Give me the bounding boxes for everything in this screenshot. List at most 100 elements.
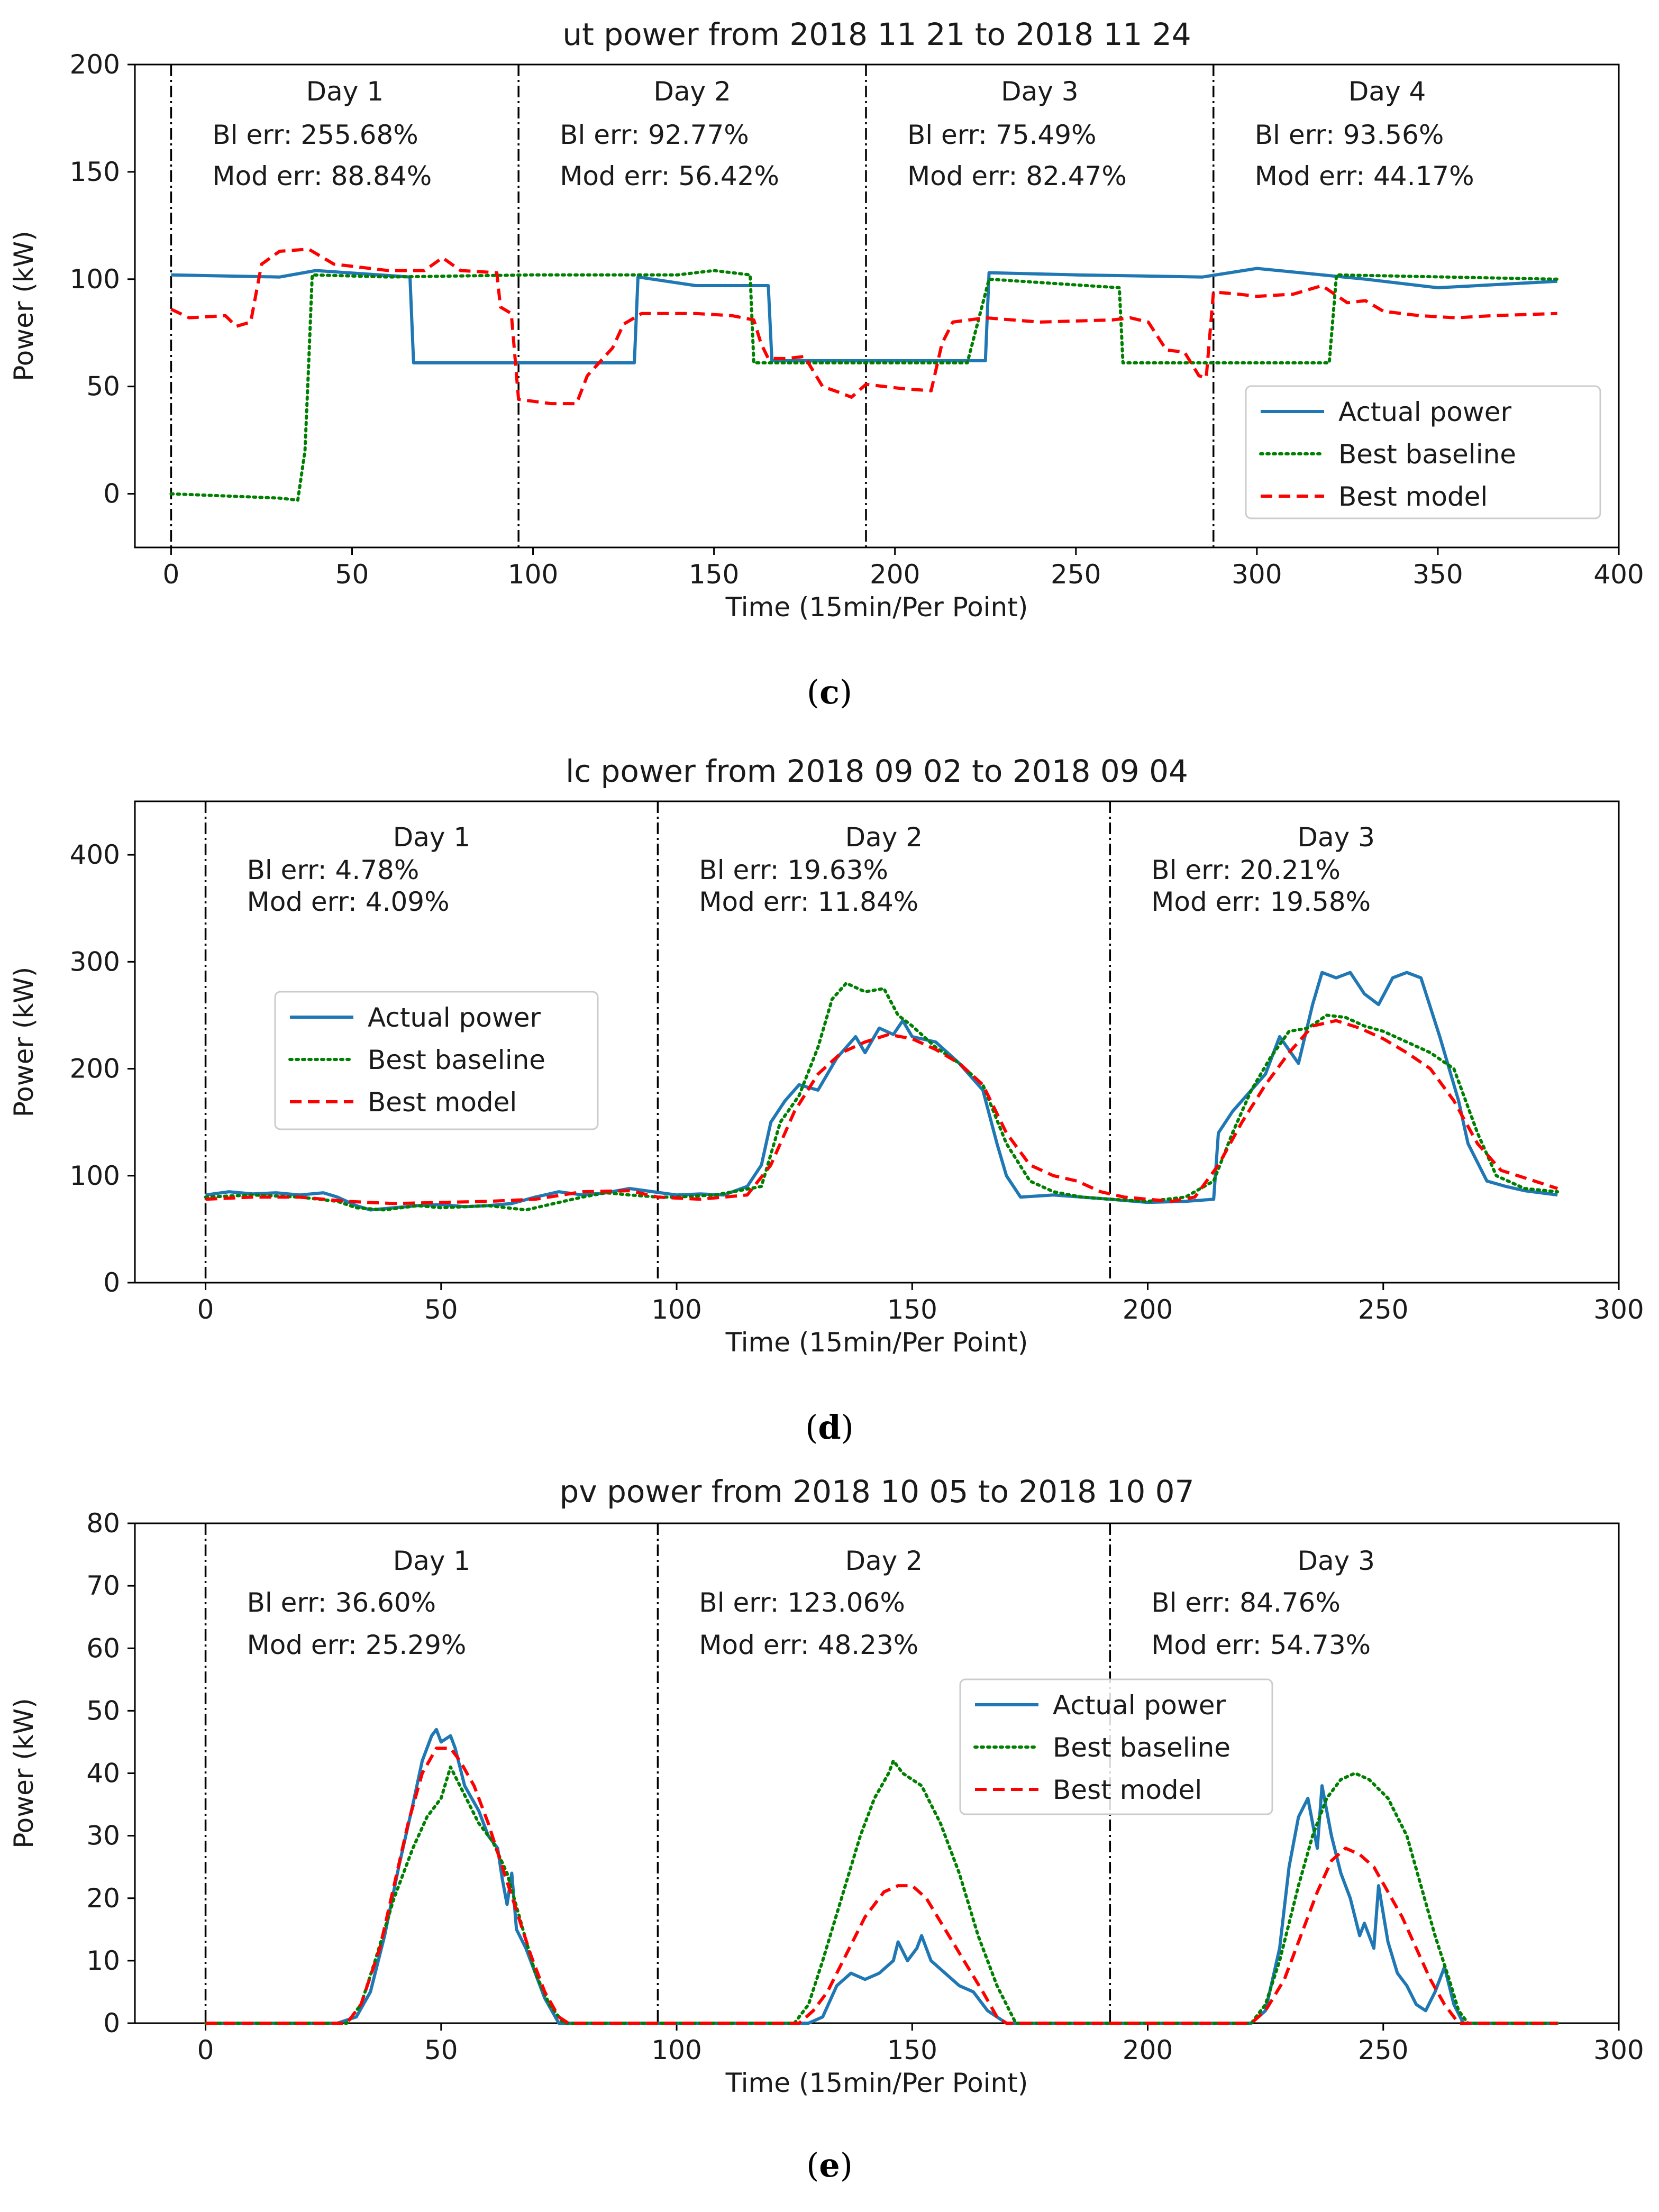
x-tick-label: 0	[163, 559, 180, 590]
y-tick-label: 60	[86, 1633, 120, 1663]
baseline-error-label: Bl err: 92.77%	[560, 120, 749, 150]
x-tick-label: 50	[424, 2035, 458, 2065]
legend-label: Best model	[1053, 1775, 1202, 1805]
y-axis-label: Power (kW)	[8, 1698, 39, 1848]
day-label: Day 3	[1297, 822, 1374, 853]
panel-label: (e)	[806, 2146, 853, 2184]
x-tick-label: 200	[870, 559, 920, 590]
x-tick-label: 150	[887, 1294, 937, 1325]
series-line-best-baseline	[204, 981, 1560, 1212]
day-label: Day 2	[845, 1546, 923, 1576]
day-label: Day 3	[1297, 1546, 1374, 1576]
plot-frame	[134, 63, 1620, 549]
series-line-actual-power	[171, 267, 1557, 364]
series-line-best-baseline	[204, 1759, 1560, 2025]
x-tick-label: 250	[1358, 2035, 1408, 2065]
y-tick-label: 0	[103, 2008, 120, 2039]
day-label: Day 3	[1001, 76, 1078, 107]
day-label: Day 2	[845, 822, 923, 853]
x-tick-label: 150	[887, 2035, 937, 2065]
x-tick-label: 400	[1593, 559, 1644, 590]
panel-label: (c)	[807, 673, 852, 711]
x-tick-label: 300	[1232, 559, 1282, 590]
x-axis-label: Time (15min/Per Point)	[725, 1327, 1028, 1358]
y-tick-label: 20	[86, 1883, 120, 1914]
x-tick-label: 50	[424, 1294, 458, 1325]
y-tick-label: 100	[70, 1160, 120, 1191]
model-error-label: Mod err: 19.58%	[1151, 886, 1371, 917]
x-tick-label: 300	[1593, 2035, 1644, 2065]
legend-box	[274, 991, 599, 1130]
day-label: Day 1	[306, 76, 384, 107]
baseline-error-label: Bl err: 20.21%	[1151, 855, 1341, 885]
y-tick-label: 70	[86, 1570, 120, 1601]
x-tick-label: 200	[1123, 1294, 1173, 1325]
model-error-label: Mod err: 4.09%	[247, 886, 450, 917]
series-line-best-model	[170, 248, 1557, 406]
series-line-best-baseline	[169, 269, 1559, 502]
y-tick-label: 50	[86, 371, 120, 402]
x-tick-label: 250	[1051, 559, 1101, 590]
baseline-error-label: Bl err: 93.56%	[1255, 120, 1444, 150]
panel-label: (d)	[805, 1408, 854, 1447]
chart-title: lc power from 2018 09 02 to 2018 09 04	[566, 753, 1188, 789]
baseline-error-label: Bl err: 36.60%	[247, 1587, 436, 1618]
chart-title: ut power from 2018 11 21 to 2018 11 24	[562, 16, 1191, 52]
y-axis-label: Power (kW)	[8, 967, 39, 1117]
legend-label: Best model	[368, 1087, 517, 1118]
series-line-best-model	[205, 1747, 1558, 2025]
x-tick-label: 0	[197, 1294, 214, 1325]
legend-label: Best baseline	[1053, 1732, 1230, 1763]
x-tick-label: 150	[689, 559, 739, 590]
y-tick-label: 150	[70, 157, 120, 187]
legend-box	[959, 1678, 1273, 1815]
x-tick-label: 250	[1358, 1294, 1408, 1325]
x-tick-label: 350	[1412, 559, 1463, 590]
baseline-error-label: Bl err: 123.06%	[699, 1587, 905, 1618]
x-axis-label: Time (15min/Per Point)	[725, 592, 1028, 623]
y-axis-label: Power (kW)	[8, 231, 39, 381]
y-tick-label: 200	[70, 49, 120, 80]
legend-label: Actual power	[368, 1002, 541, 1033]
x-tick-label: 300	[1593, 1294, 1644, 1325]
y-tick-label: 10	[86, 1945, 120, 1976]
legend-label: Actual power	[1338, 397, 1512, 427]
chart-title: pv power from 2018 10 05 to 2018 10 07	[560, 1474, 1195, 1510]
model-error-label: Mod err: 11.84%	[699, 886, 918, 917]
legend-label: Best baseline	[1338, 439, 1516, 470]
plot-frame	[134, 800, 1620, 1284]
baseline-error-label: Bl err: 255.68%	[212, 120, 418, 150]
model-error-label: Mod err: 56.42%	[560, 161, 779, 191]
series-line-best-model	[205, 1019, 1558, 1205]
x-tick-label: 200	[1123, 2035, 1173, 2065]
x-tick-label: 50	[335, 559, 369, 590]
y-tick-label: 30	[86, 1821, 120, 1851]
day-label: Day 1	[393, 822, 470, 853]
x-axis-label: Time (15min/Per Point)	[725, 2068, 1028, 2098]
legend-label: Best model	[1338, 481, 1488, 512]
y-tick-label: 200	[70, 1054, 120, 1084]
model-error-label: Mod err: 25.29%	[247, 1630, 467, 1660]
x-tick-label: 100	[651, 1294, 701, 1325]
model-error-label: Mod err: 82.47%	[907, 161, 1127, 191]
baseline-error-label: Bl err: 19.63%	[699, 855, 888, 885]
y-tick-label: 40	[86, 1758, 120, 1789]
day-label: Day 2	[653, 76, 731, 107]
baseline-error-label: Bl err: 4.78%	[247, 855, 420, 885]
x-tick-label: 0	[197, 2035, 214, 2065]
y-tick-label: 0	[103, 1267, 120, 1298]
y-tick-label: 400	[70, 839, 120, 870]
day-label: Day 4	[1348, 76, 1426, 107]
baseline-error-label: Bl err: 75.49%	[907, 120, 1097, 150]
legend-label: Actual power	[1053, 1690, 1226, 1721]
y-tick-label: 50	[86, 1695, 120, 1726]
baseline-error-label: Bl err: 84.76%	[1151, 1587, 1341, 1618]
x-tick-label: 100	[508, 559, 558, 590]
model-error-label: Mod err: 88.84%	[212, 161, 432, 191]
series-line-actual-power	[205, 1727, 1558, 2025]
model-error-label: Mod err: 48.23%	[699, 1630, 918, 1660]
legend-label: Best baseline	[368, 1045, 545, 1075]
y-tick-label: 0	[103, 479, 120, 509]
x-tick-label: 100	[651, 2035, 701, 2065]
